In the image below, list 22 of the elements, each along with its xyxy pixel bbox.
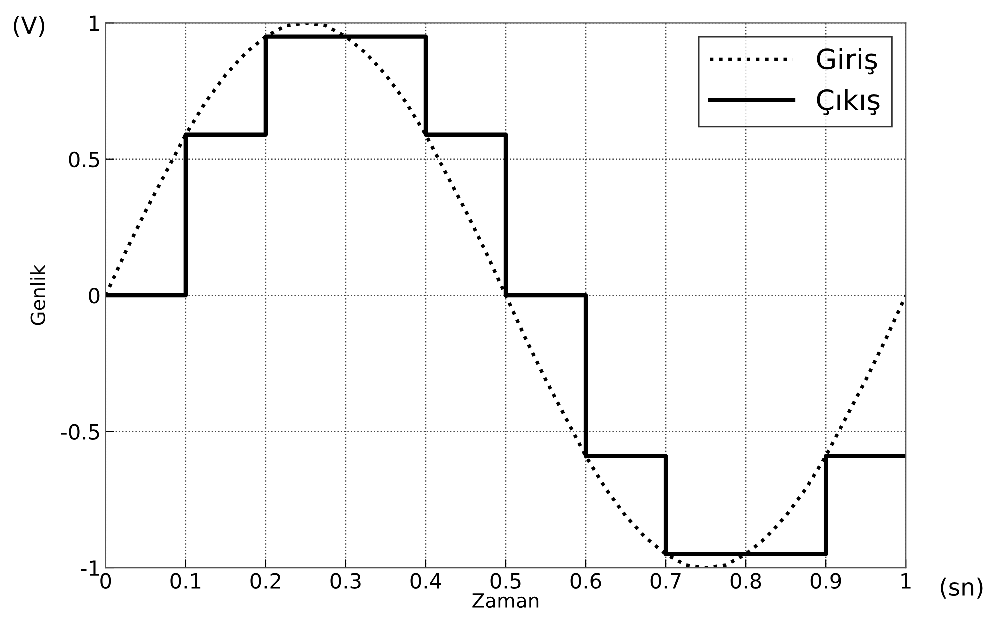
x-tick-label: 0.2 xyxy=(250,573,280,589)
x-tick-label: 0 xyxy=(100,573,112,589)
x-tick-label: 0.4 xyxy=(410,573,442,589)
x-tick-label: 0.6 xyxy=(570,573,602,589)
y-tick-label: -1 xyxy=(81,560,100,576)
y-tick-label: -0.5 xyxy=(61,424,100,440)
legend-label: Giriş xyxy=(817,48,878,75)
x-tick-label: 0.1 xyxy=(170,573,201,589)
x-axis-title: Zaman xyxy=(472,594,539,608)
y-tick-label: 0 xyxy=(89,288,100,304)
legend-label: Çıkış xyxy=(817,88,880,116)
text: (sn) xyxy=(941,578,983,599)
y-tick-label: 1 xyxy=(90,16,100,32)
x-tick-label: 0.8 xyxy=(730,573,762,589)
x-tick-label: 0.5 xyxy=(490,573,521,589)
y-tick-label: 0.5 xyxy=(69,152,100,168)
x-tick-label: 0.3 xyxy=(330,573,361,589)
x-tick-label: 0.9 xyxy=(810,573,842,589)
y-axis-title: Genlik xyxy=(30,264,46,326)
x-tick-label: 0.7 xyxy=(650,573,681,589)
x-tick-label: 1 xyxy=(902,574,911,589)
text: (V) xyxy=(14,16,45,38)
